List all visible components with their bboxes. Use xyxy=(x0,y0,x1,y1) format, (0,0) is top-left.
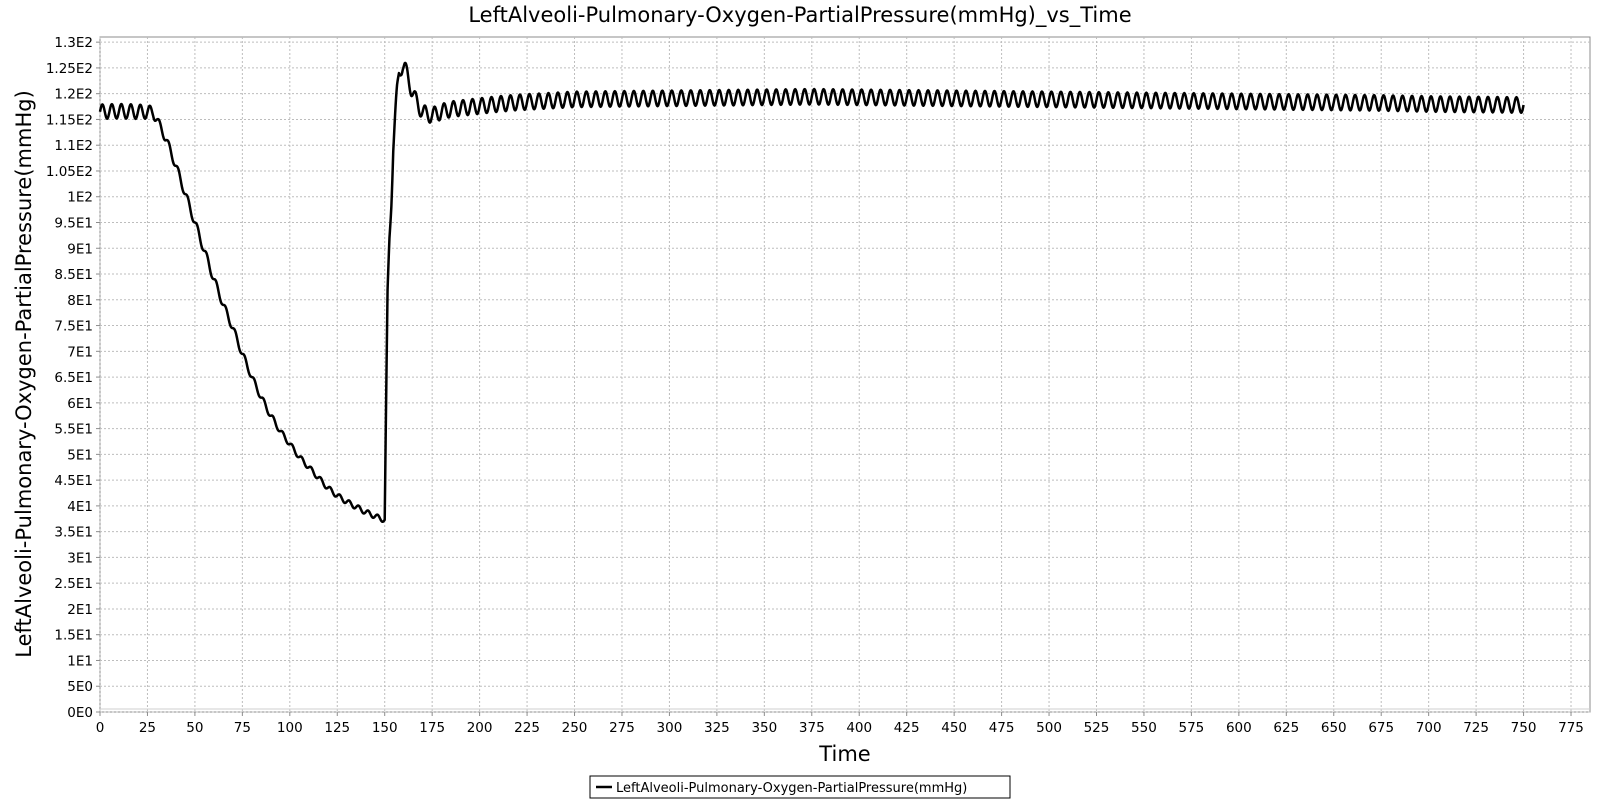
y-tick-label: 8E1 xyxy=(67,293,93,309)
x-tick-label: 100 xyxy=(277,720,303,736)
y-axis-ticks: 0E0 5E0 1E1 1.5E1 2E1 2.5E1 3E1 3.5E1 4E1 4.5E1 5E… xyxy=(46,35,100,721)
chart-title: LeftAlveoli-Pulmonary-Oxygen-PartialPres… xyxy=(468,3,1131,28)
y-tick-label: 0E0 xyxy=(67,705,93,721)
y-tick-label: 2.5E1 xyxy=(54,576,93,592)
y-tick-label: 4.5E1 xyxy=(54,473,93,489)
x-tick-label: 550 xyxy=(1131,720,1157,736)
x-tick-label: 400 xyxy=(846,720,872,736)
y-tick-label: 1.05E2 xyxy=(46,164,93,180)
x-tick-label: 750 xyxy=(1511,720,1537,736)
y-tick-label: 1E1 xyxy=(67,653,93,669)
series-layer xyxy=(98,61,1525,523)
y-tick-label: 1.5E1 xyxy=(54,628,93,644)
y-tick-label: 7.5E1 xyxy=(54,319,93,335)
y-tick-label: 8.5E1 xyxy=(54,267,93,283)
x-tick-label: 625 xyxy=(1273,720,1299,736)
y-tick-label: 4E1 xyxy=(67,499,93,515)
x-tick-label: 175 xyxy=(419,720,445,736)
y-tick-label: 5.5E1 xyxy=(54,422,93,438)
y-tick-label: 3E1 xyxy=(67,550,93,566)
x-tick-label: 700 xyxy=(1416,720,1442,736)
x-tick-label: 250 xyxy=(562,720,588,736)
x-tick-label: 125 xyxy=(324,720,350,736)
x-axis-ticks: 0 25 50 75 100 125 150 175 200 225 250 275 300 325 350… xyxy=(96,712,1584,736)
x-tick-label: 650 xyxy=(1321,720,1347,736)
x-tick-label: 425 xyxy=(894,720,920,736)
x-tick-label: 600 xyxy=(1226,720,1252,736)
x-tick-label: 150 xyxy=(372,720,398,736)
y-tick-label: 9.5E1 xyxy=(54,215,93,231)
y-tick-label: 1E2 xyxy=(67,190,93,206)
y-tick-label: 1.15E2 xyxy=(46,112,93,128)
x-tick-label: 475 xyxy=(989,720,1015,736)
y-tick-label: 6.5E1 xyxy=(54,370,93,386)
x-tick-label: 275 xyxy=(609,720,635,736)
x-tick-label: 25 xyxy=(139,720,156,736)
x-tick-label: 450 xyxy=(941,720,967,736)
y-tick-label: 6E1 xyxy=(67,396,93,412)
x-tick-label: 775 xyxy=(1558,720,1584,736)
grid-lines xyxy=(99,37,1590,713)
x-tick-label: 525 xyxy=(1084,720,1110,736)
x-tick-label: 350 xyxy=(751,720,777,736)
x-tick-label: 325 xyxy=(704,720,730,736)
y-tick-label: 9E1 xyxy=(67,241,93,257)
x-tick-label: 675 xyxy=(1368,720,1394,736)
x-tick-label: 50 xyxy=(186,720,203,736)
x-tick-label: 500 xyxy=(1036,720,1062,736)
legend-label: LeftAlveoli-Pulmonary-Oxygen-PartialPres… xyxy=(616,781,967,796)
x-tick-label: 300 xyxy=(657,720,683,736)
x-tick-label: 75 xyxy=(234,720,251,736)
x-tick-label: 0 xyxy=(96,720,105,736)
series-line xyxy=(98,61,1525,523)
x-tick-label: 725 xyxy=(1463,720,1489,736)
legend: LeftAlveoli-Pulmonary-Oxygen-PartialPres… xyxy=(589,775,1011,799)
y-tick-label: 5E1 xyxy=(67,447,93,463)
y-tick-label: 1.25E2 xyxy=(46,61,93,77)
x-axis-title: Time xyxy=(818,742,870,766)
y-tick-label: 3.5E1 xyxy=(54,525,93,541)
y-tick-label: 1.2E2 xyxy=(54,87,93,103)
y-tick-label: 5E0 xyxy=(67,679,93,695)
x-tick-label: 375 xyxy=(799,720,825,736)
y-tick-label: 7E1 xyxy=(67,344,93,360)
y-tick-label: 1.3E2 xyxy=(54,35,93,51)
x-tick-label: 200 xyxy=(467,720,493,736)
legend-box xyxy=(589,775,1011,799)
x-tick-label: 225 xyxy=(514,720,540,736)
x-tick-label: 575 xyxy=(1179,720,1205,736)
plot-area xyxy=(99,36,1591,713)
y-tick-label: 1.1E2 xyxy=(54,138,93,154)
y-tick-label: 2E1 xyxy=(67,602,93,618)
y-axis-title: LeftAlveoli-Pulmonary-Oxygen-PartialPres… xyxy=(12,90,36,658)
